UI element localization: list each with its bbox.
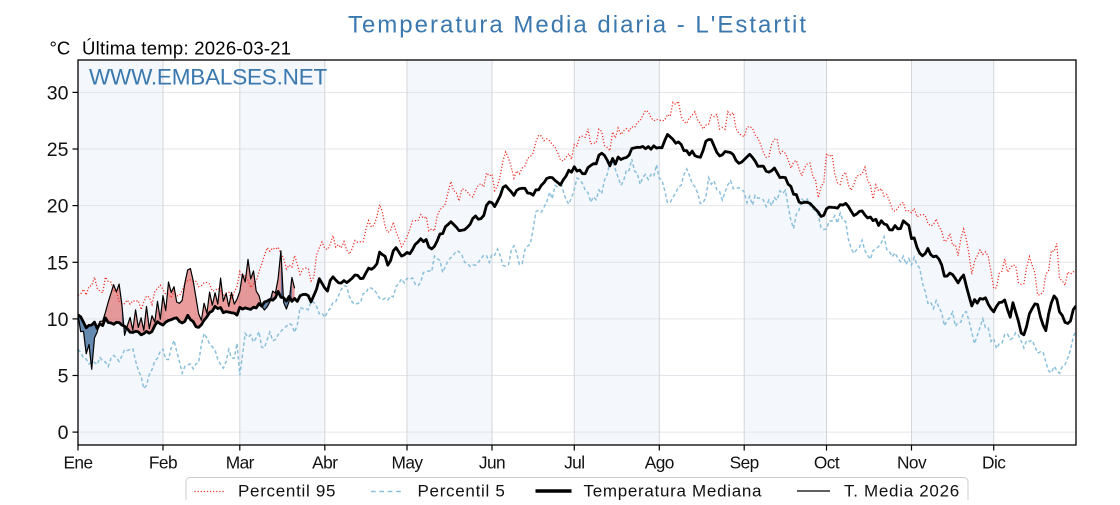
svg-text:Oct: Oct — [814, 453, 840, 473]
svg-text:10: 10 — [47, 309, 69, 331]
svg-text:Feb: Feb — [149, 453, 177, 473]
svg-text:20: 20 — [47, 196, 69, 218]
svg-text:15: 15 — [47, 252, 69, 274]
svg-text:Percentil 5: Percentil 5 — [418, 481, 506, 500]
svg-text:Ago: Ago — [645, 453, 674, 473]
svg-text:Jun: Jun — [479, 453, 505, 473]
svg-text:Mar: Mar — [226, 453, 255, 473]
svg-text:Temperatura Media diaria - L'E: Temperatura Media diaria - L'Estartit — [348, 12, 808, 39]
svg-text:May: May — [392, 453, 424, 473]
svg-text:Abr: Abr — [312, 453, 338, 473]
svg-text:Nov: Nov — [897, 453, 927, 473]
svg-text:Sep: Sep — [730, 453, 759, 473]
svg-text:5: 5 — [58, 366, 69, 388]
svg-text:Jul: Jul — [564, 453, 584, 473]
svg-text:T. Media 2026: T. Media 2026 — [844, 481, 960, 500]
svg-text:°C: °C — [50, 38, 71, 59]
svg-text:Percentil 95: Percentil 95 — [238, 481, 336, 500]
svg-text:0: 0 — [58, 422, 69, 444]
svg-text:30: 30 — [47, 83, 69, 105]
svg-text:Dic: Dic — [982, 453, 1006, 473]
svg-text:Ene: Ene — [63, 453, 92, 473]
svg-text:Temperatura Mediana: Temperatura Mediana — [584, 481, 763, 500]
svg-text:25: 25 — [47, 139, 69, 161]
svg-text:Última temp: 2026-03-21: Última temp: 2026-03-21 — [82, 38, 291, 59]
svg-text:WWW.EMBALSES.NET: WWW.EMBALSES.NET — [89, 65, 328, 90]
